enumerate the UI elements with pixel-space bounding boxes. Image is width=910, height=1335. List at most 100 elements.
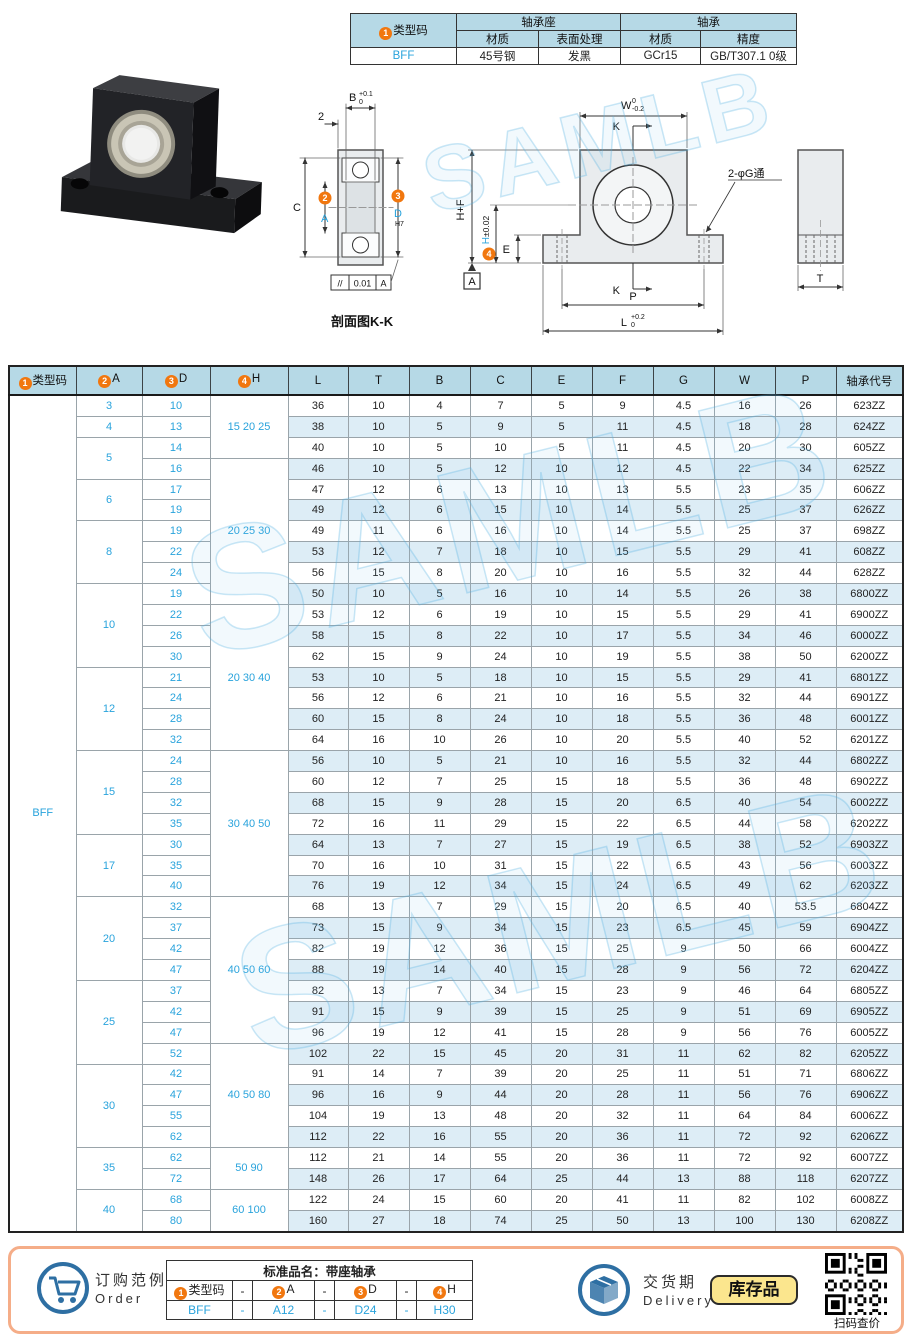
bearing-code-cell: 6204ZZ bbox=[835, 959, 904, 981]
value-cell: 15 bbox=[530, 833, 593, 856]
value-cell: 4 bbox=[408, 394, 471, 417]
value-cell: 13 bbox=[652, 1209, 715, 1233]
bearing-code-cell: 6901ZZ bbox=[835, 687, 904, 710]
svg-text:+0.1: +0.1 bbox=[359, 91, 373, 98]
value-cell: 46 bbox=[713, 979, 776, 1002]
table-row: 16 20 25 30 46 10 5 12 10 12 4.5 22 34 625ZZ bbox=[9, 457, 904, 605]
value-cell: 25 bbox=[591, 938, 654, 961]
value-cell: 13 bbox=[347, 896, 410, 919]
value-cell: 9 bbox=[408, 1084, 471, 1107]
value-cell: 34 bbox=[713, 624, 776, 647]
h-group-cell: 60 100 bbox=[209, 1188, 289, 1233]
package-icon bbox=[578, 1264, 630, 1316]
value-cell: 70 bbox=[287, 854, 349, 877]
value-cell: 84 bbox=[774, 1105, 837, 1128]
value-cell: 18 bbox=[591, 708, 654, 731]
bearing-code-cell: 6206ZZ bbox=[835, 1126, 904, 1149]
table-row: 25 37 82 13 7 34 15 23 9 46 64 6805ZZ bbox=[9, 979, 904, 1065]
value-cell: 5.5 bbox=[652, 666, 715, 689]
value-cell: 20 bbox=[530, 1126, 593, 1149]
value-cell: 12 bbox=[347, 541, 410, 564]
value-cell: 17 bbox=[591, 624, 654, 647]
value-cell: 13 bbox=[469, 478, 532, 501]
column-header: L bbox=[287, 365, 349, 396]
value-cell: 88 bbox=[713, 1167, 776, 1190]
value-cell: 22 bbox=[347, 1126, 410, 1149]
value-cell: 4.5 bbox=[652, 415, 715, 438]
value-cell: 91 bbox=[287, 1063, 349, 1086]
bearing-code-cell: 6905ZZ bbox=[835, 1000, 904, 1023]
d-cell: 47 bbox=[141, 1021, 211, 1044]
bearing-code-cell: 6005ZZ bbox=[835, 1021, 904, 1044]
value-cell: 6 bbox=[408, 603, 471, 626]
value-cell: 54 bbox=[774, 791, 837, 814]
value-cell: 19 bbox=[347, 875, 410, 898]
order-dash: - bbox=[396, 1280, 417, 1301]
value-cell: 24 bbox=[591, 875, 654, 898]
value-cell: 6.5 bbox=[652, 833, 715, 856]
value-cell: 16 bbox=[347, 812, 410, 835]
value-cell: 82 bbox=[713, 1188, 776, 1211]
value-cell: 11 bbox=[408, 812, 471, 835]
value-cell: 44 bbox=[713, 812, 776, 835]
h-group-cell: 20 30 40 bbox=[209, 603, 289, 752]
bearing-code-cell: 6802ZZ bbox=[835, 750, 904, 773]
badge-1-icon: 1 bbox=[18, 376, 32, 390]
value-cell: 21 bbox=[347, 1147, 410, 1169]
d-cell: 30 bbox=[141, 645, 211, 668]
value-cell: 43 bbox=[713, 854, 776, 877]
svg-text:0.01: 0.01 bbox=[354, 279, 372, 289]
value-cell: 15 bbox=[347, 562, 410, 585]
value-cell: 13 bbox=[652, 1167, 715, 1190]
table-row: 42 91 15 9 39 15 25 9 51 69 6905ZZ bbox=[9, 1000, 904, 1023]
value-cell: 5 bbox=[408, 583, 471, 605]
value-cell: 16 bbox=[591, 750, 654, 773]
value-cell: 28 bbox=[591, 1021, 654, 1044]
table-row: 20 32 40 50 60 68 13 7 29 15 20 6.5 40 53.5 6804ZZ bbox=[9, 896, 904, 1044]
value-cell: 10 bbox=[408, 729, 471, 752]
svg-text:4: 4 bbox=[486, 249, 491, 259]
bearing-code-cell: 605ZZ bbox=[835, 436, 904, 459]
value-cell: 19 bbox=[591, 645, 654, 668]
a-group-cell: 4 bbox=[75, 415, 143, 438]
value-cell: 36 bbox=[713, 771, 776, 793]
value-cell: 49 bbox=[287, 499, 349, 522]
d-cell: 32 bbox=[141, 896, 211, 919]
table-row: 80 160 27 18 74 25 50 13 100 130 6208ZZ bbox=[9, 1209, 904, 1233]
d-cell: 28 bbox=[141, 771, 211, 793]
value-cell: 73 bbox=[287, 917, 349, 940]
value-cell: 27 bbox=[347, 1209, 410, 1233]
value-cell: 15 bbox=[347, 708, 410, 731]
value-cell: 10 bbox=[530, 499, 593, 522]
value-cell: 7 bbox=[408, 896, 471, 919]
value-cell: 26 bbox=[774, 394, 837, 417]
value-cell: 13 bbox=[347, 979, 410, 1002]
d-cell: 42 bbox=[141, 938, 211, 961]
d-cell: 47 bbox=[141, 959, 211, 981]
side-view: T bbox=[797, 149, 844, 291]
table-row: 30 42 91 14 7 39 20 25 11 51 71 6806ZZ bbox=[9, 1063, 904, 1149]
value-cell: 82 bbox=[287, 979, 349, 1002]
value-cell: 76 bbox=[774, 1084, 837, 1107]
value-cell: 14 bbox=[591, 520, 654, 543]
d-cell: 24 bbox=[141, 562, 211, 585]
d-cell: 52 bbox=[141, 1042, 211, 1065]
column-header: E bbox=[530, 365, 593, 396]
h-group-cell: 50 90 bbox=[209, 1147, 289, 1190]
table-row: 5 14 40 10 5 10 5 11 4.5 20 30 605ZZ bbox=[9, 436, 904, 480]
spec-header-housing: 轴承座 bbox=[456, 13, 621, 31]
value-cell: 16 bbox=[469, 583, 532, 605]
badge-4-icon: 4 bbox=[237, 375, 251, 388]
d-cell: 19 bbox=[141, 499, 211, 522]
value-cell: 10 bbox=[530, 624, 593, 647]
value-cell: 6.5 bbox=[652, 812, 715, 835]
value-cell: 18 bbox=[469, 666, 532, 689]
value-cell: 12 bbox=[469, 457, 532, 480]
value-cell: 16 bbox=[591, 562, 654, 585]
value-cell: 10 bbox=[530, 457, 593, 480]
qr-code bbox=[825, 1253, 887, 1315]
value-cell: 60 bbox=[287, 771, 349, 793]
bearing-code-cell: 6806ZZ bbox=[835, 1063, 904, 1086]
